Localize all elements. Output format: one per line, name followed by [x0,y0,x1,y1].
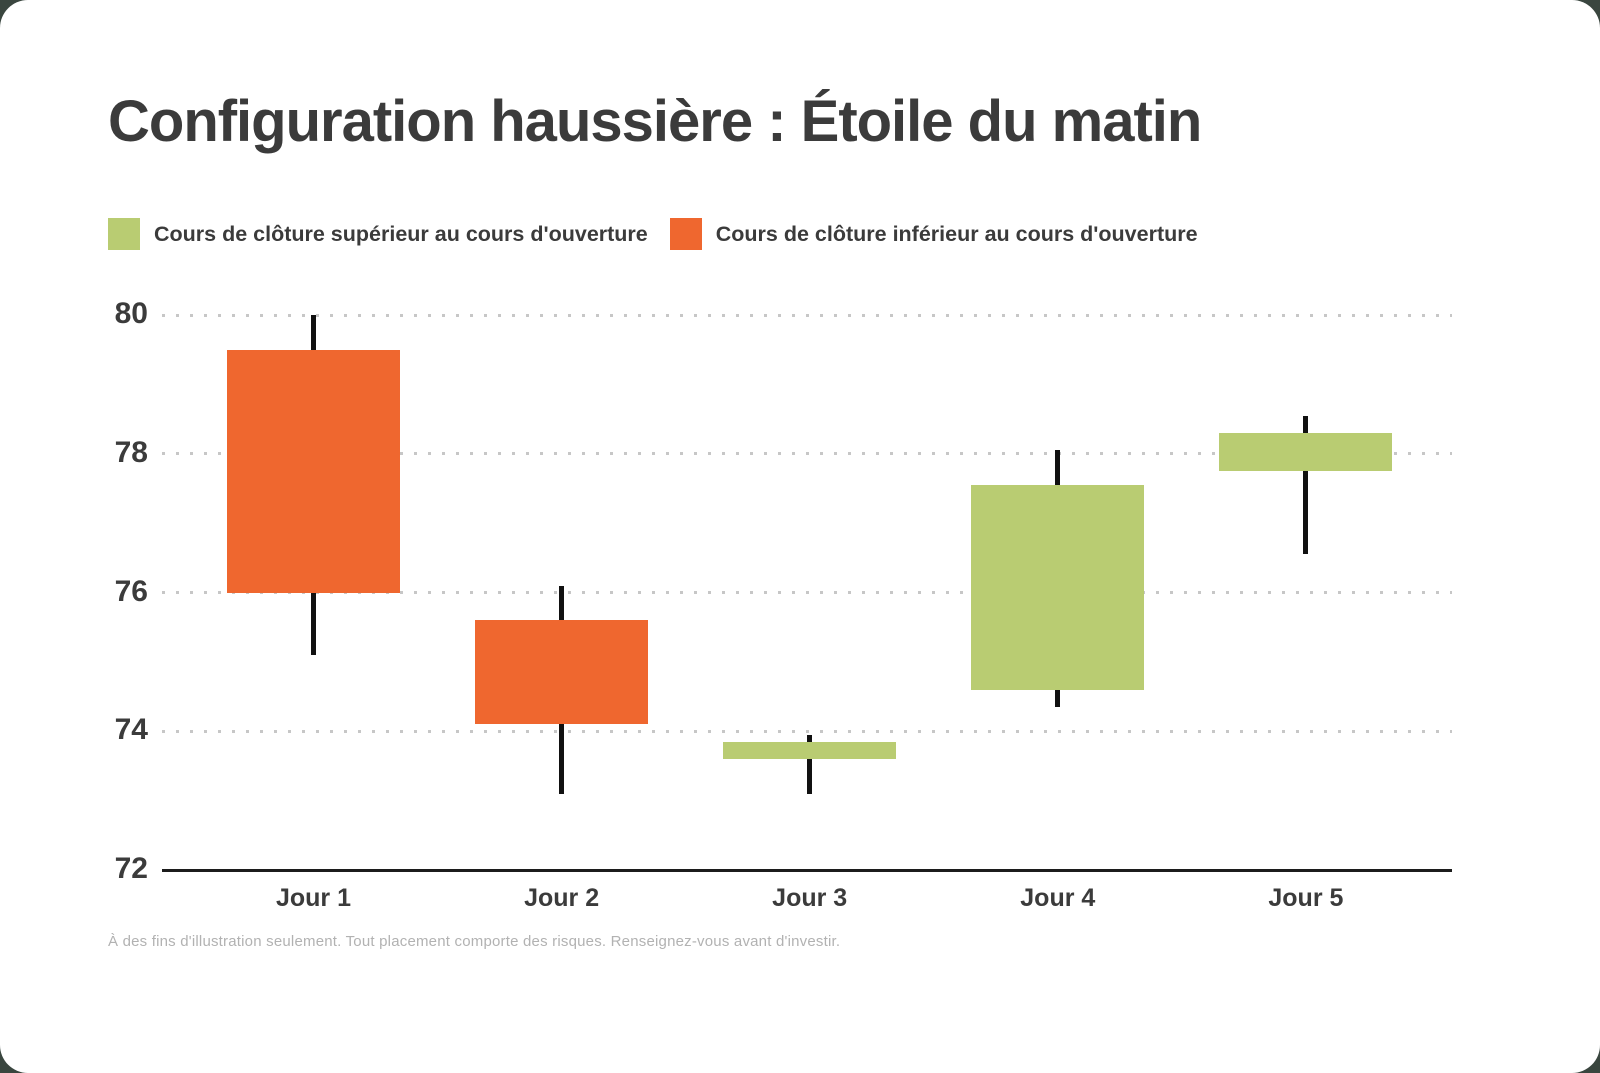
bullish-color-swatch [108,218,140,250]
legend-label-bullish: Cours de clôture supérieur au cours d'ou… [154,221,648,246]
gridline-74 [162,729,1452,733]
x-label-1: Jour 1 [275,884,352,912]
y-tick-label-74: 74 [114,713,148,747]
x-label-4: Jour 4 [1020,884,1096,912]
x-axis-line [162,868,1452,872]
legend: Cours de clôture supérieur au cours d'ou… [108,218,1198,250]
candle-wick-5 [1303,415,1309,555]
gridline-78 [162,452,1452,456]
y-tick-label-72: 72 [114,852,148,885]
legend-item-bullish: Cours de clôture supérieur au cours d'ou… [108,218,648,250]
candle-body-2 [475,620,649,725]
y-tick-label-78: 78 [114,435,148,469]
gridline-76 [162,591,1452,594]
legend-label-bearish: Cours de clôture inférieur au cours d'ou… [715,221,1198,246]
candle-wick-3 [807,734,813,794]
candle-body-3 [723,741,897,759]
y-tick-label-76: 76 [114,574,148,608]
legend-item-bearish: Cours de clôture inférieur au cours d'ou… [669,218,1198,250]
bearish-color-swatch [669,218,702,250]
candle-body-5 [1219,432,1393,472]
gridline-80 [162,313,1452,317]
x-label-5: Jour 5 [1268,884,1344,912]
chart-title: Configuration haussière : Étoile du mati… [108,89,1202,154]
y-tick-label-80: 80 [114,297,148,330]
disclaimer-text: À des fins d'illustration seulement. Tou… [108,933,841,950]
candle-body-4 [971,484,1145,690]
candle-body-1 [227,349,400,593]
x-label-3: Jour 3 [772,884,848,912]
x-label-2: Jour 2 [524,884,600,912]
